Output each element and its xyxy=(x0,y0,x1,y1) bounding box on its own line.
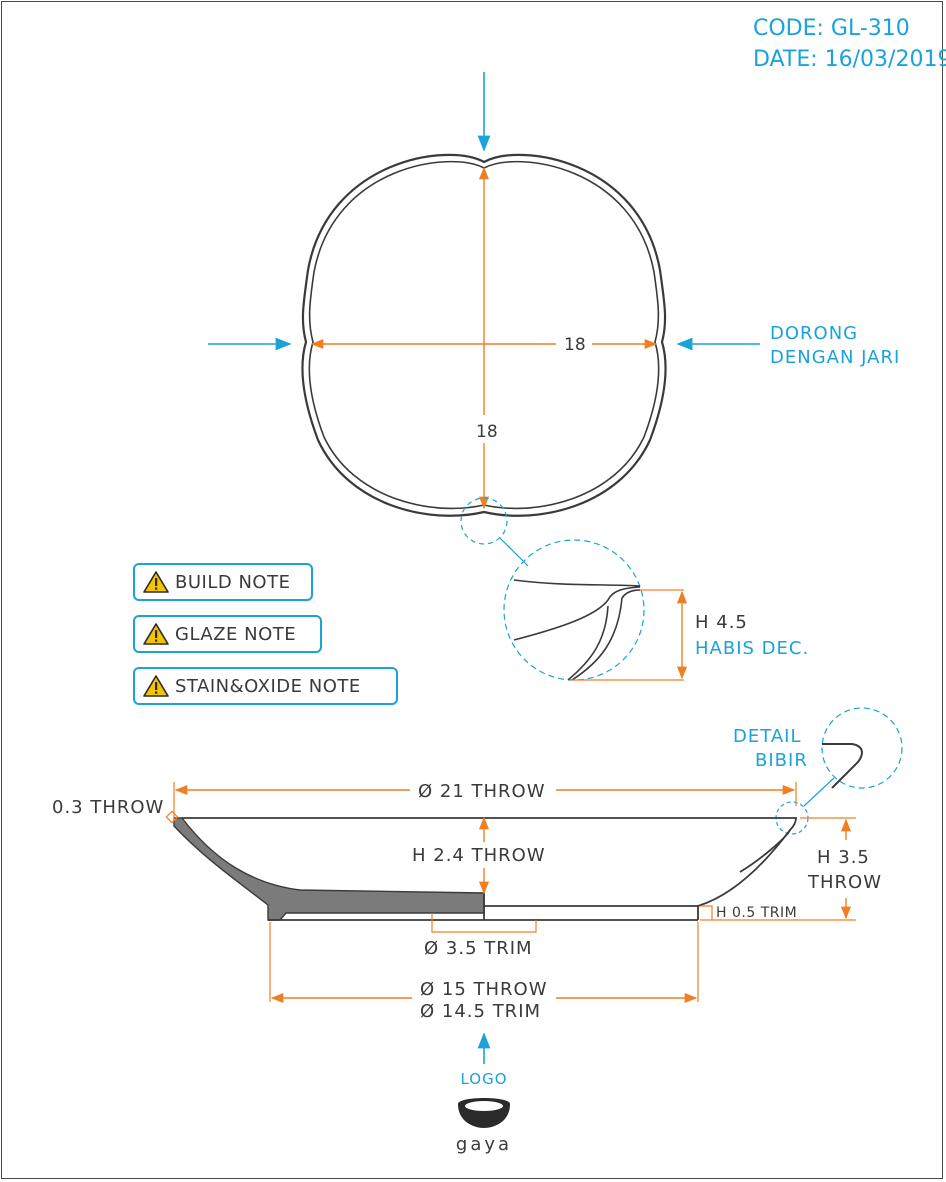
wall-thickness-marker xyxy=(165,810,179,824)
detail-lip-label-line2: BIBIR xyxy=(755,750,808,771)
detail-zoom-circle xyxy=(503,539,645,681)
rim-detail-profile xyxy=(513,579,641,681)
logo-brand-text: gaya xyxy=(456,1134,512,1155)
foot-outer-throw-text: Ø 15 THROW xyxy=(420,979,548,1000)
foot-inner-marker xyxy=(431,913,537,933)
detail-marker-circle xyxy=(460,497,508,545)
stain-oxide-note-box[interactable]: STAIN&OXIDE NOTE xyxy=(133,667,398,705)
foot-height-marker xyxy=(700,905,713,920)
logo-label: LOGO xyxy=(460,1070,507,1088)
date-text: DATE: 16/03/2019 xyxy=(753,47,946,72)
dim-vertical-text: 18 xyxy=(476,422,498,442)
plate-side-outline xyxy=(182,817,797,921)
glaze-note-label: GLAZE NOTE xyxy=(175,623,297,645)
foot-height-text: H 0.5 TRIM xyxy=(716,905,797,921)
warning-icon xyxy=(143,571,169,593)
plate-section-fill xyxy=(173,817,485,921)
lip-leader xyxy=(803,777,835,807)
warning-icon xyxy=(143,623,169,645)
rim-height-text: H 4.5 xyxy=(695,612,748,633)
outer-height-text-line1: H 3.5 xyxy=(817,847,870,868)
stain-oxide-note-label: STAIN&OXIDE NOTE xyxy=(175,675,361,697)
push-label-line1: DORONG xyxy=(770,323,858,344)
detail-lip-label-line1: DETAIL xyxy=(733,726,801,747)
wall-thickness-text: 0.3 THROW xyxy=(52,797,164,818)
build-note-label: BUILD NOTE xyxy=(175,571,291,593)
lip-detail-circle xyxy=(821,707,903,789)
push-label-line2: DENGAN JARI xyxy=(770,347,900,368)
dim-horizontal-text: 18 xyxy=(564,335,586,355)
glaze-note-box[interactable]: GLAZE NOTE xyxy=(133,615,322,653)
foot-inner-text: Ø 3.5 TRIM xyxy=(424,938,533,959)
gaya-logo-icon xyxy=(458,1098,510,1128)
inner-height-text: H 2.4 THROW xyxy=(412,845,546,866)
warning-icon xyxy=(143,675,169,697)
rim-finish-text: HABIS DEC. xyxy=(695,638,809,659)
foot-outer-trim-text: Ø 14.5 TRIM xyxy=(420,1001,541,1022)
diameter-top-text: Ø 21 THROW xyxy=(418,781,546,802)
code-text: CODE: GL-310 xyxy=(753,16,910,41)
build-note-box[interactable]: BUILD NOTE xyxy=(133,563,313,601)
outer-height-text-line2: THROW xyxy=(807,872,882,893)
lip-detail-profile xyxy=(822,743,863,789)
